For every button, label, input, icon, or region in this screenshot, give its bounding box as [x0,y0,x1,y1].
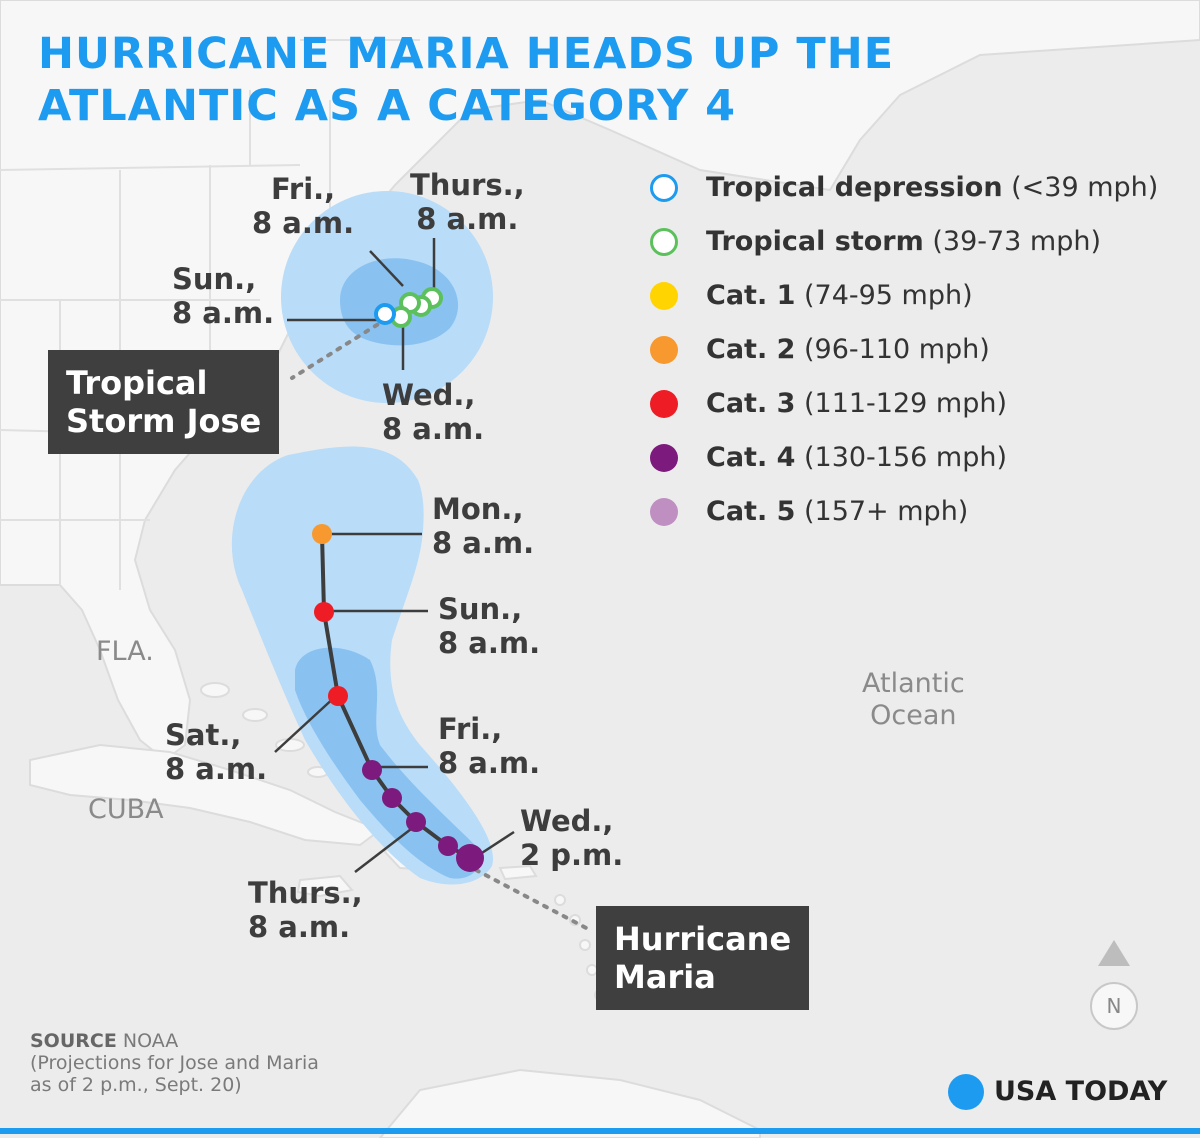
label-atlantic-ocean: Atlantic Ocean [862,668,965,731]
south-america-landmass [378,1068,761,1138]
source-note: SOURCE NOAA (Projections for Jose and Ma… [30,1030,319,1096]
jose-label-fri: Fri., 8 a.m. [252,172,355,240]
brand-name: USA TODAY [994,1076,1168,1107]
ring-icon [650,228,678,256]
title-line-2: ATLANTIC AS A CATEGORY 4 [38,81,737,131]
legend-range: (96-110 mph) [803,334,990,365]
legend-range: (<39 mph) [1011,172,1159,203]
maria-point-sat [328,686,348,706]
ring-icon [650,174,678,202]
source-note-line-2: as of 2 p.m., Sept. 20) [30,1074,242,1096]
jose-inner-cone [340,258,459,346]
legend-name: Cat. 2 [706,334,796,365]
maria-label-fri: Fri., 8 a.m. [438,712,541,780]
jose-point-sun [374,303,396,325]
storm-label-jose: Tropical Storm Jose [48,350,280,454]
legend-range: (111-129 mph) [803,388,1007,419]
jose-callout-lines [287,238,436,370]
brand-dot-icon [948,1074,984,1110]
legend-name: Tropical storm [706,226,924,257]
jose-label-sun: Sun., 8 a.m. [172,262,275,330]
storm-label-maria: Hurricane Maria [596,906,810,1010]
maria-point-wed-night [438,836,458,856]
maria-label-sun: Sun., 8 a.m. [438,592,541,660]
maria-label-thurs: Thurs., 8 a.m. [248,876,363,944]
dot-icon [650,282,678,310]
puerto-rico-landmass [498,864,538,881]
compass-icon: N [1090,982,1138,1030]
jose-leader-line [290,311,398,380]
maria-label-sat: Sat., 8 a.m. [165,718,268,786]
legend-range: (157+ mph) [803,496,969,527]
jamaica-landmass [296,874,354,898]
jose-label-wed: Wed., 8 a.m. [382,378,485,446]
source-label: SOURCE [30,1030,117,1052]
maria-point-mon [312,524,332,544]
source-agency: NOAA [122,1030,179,1052]
bahamas-islands [200,682,329,778]
legend-name: Cat. 4 [706,442,796,473]
bottom-rule [0,1128,1200,1134]
legend-name: Cat. 5 [706,496,796,527]
maria-point-sun [314,602,334,622]
legend-range: (130-156 mph) [803,442,1007,473]
maria-label-wed: Wed., 2 p.m. [520,804,624,872]
maria-point-thurs [406,812,426,832]
north-arrow-icon [1098,940,1130,966]
cuba-landmass [29,743,383,847]
dot-icon [650,390,678,418]
label-florida: FLA. [96,636,154,667]
dot-icon [650,498,678,526]
source-note-line-1: (Projections for Jose and Maria [30,1052,319,1074]
maria-point-wed [456,844,484,872]
legend-name: Tropical depression [706,172,1003,203]
legend-name: Cat. 3 [706,388,796,419]
dot-icon [650,336,678,364]
maria-point-fri [362,760,382,780]
maria-label-mon: Mon., 8 a.m. [432,492,535,560]
title-line-1: HURRICANE MARIA HEADS UP THE [38,29,895,79]
label-cuba: CUBA [88,794,164,825]
jose-track-points [374,287,443,328]
legend-range: (74-95 mph) [803,280,973,311]
dot-icon [650,444,678,472]
maria-point-thurs-night [382,788,402,808]
maria-leader-line [474,868,592,932]
jose-label-thurs: Thurs., 8 a.m. [410,168,525,236]
legend-name: Cat. 1 [706,280,796,311]
page-title: HURRICANE MARIA HEADS UP THE ATLANTIC AS… [38,28,894,132]
maria-track-points [312,524,484,872]
legend-range: (39-73 mph) [932,226,1102,257]
